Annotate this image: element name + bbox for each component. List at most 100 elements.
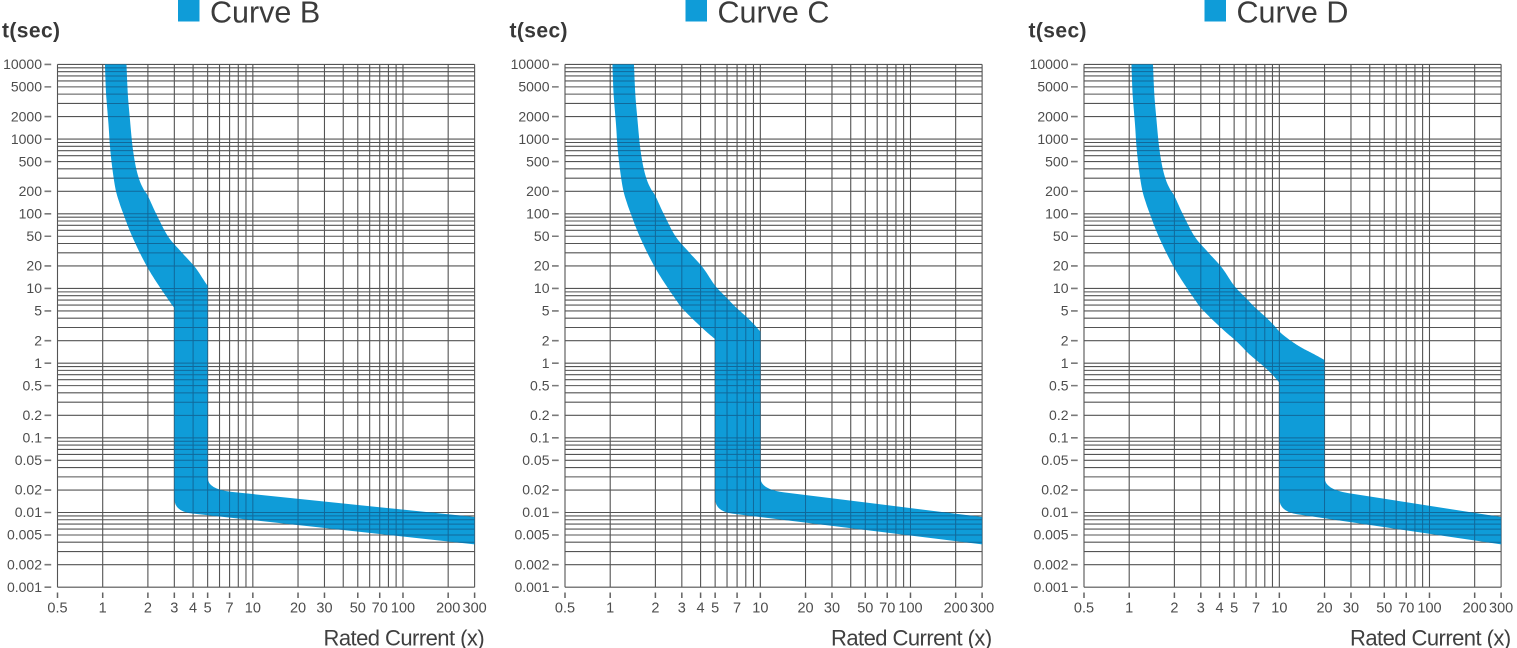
svg-text:0.02: 0.02 bbox=[522, 482, 549, 498]
svg-text:20: 20 bbox=[534, 258, 550, 274]
svg-text:4: 4 bbox=[189, 601, 197, 617]
svg-text:0.5: 0.5 bbox=[23, 377, 43, 393]
svg-text:10: 10 bbox=[26, 280, 42, 296]
svg-text:2000: 2000 bbox=[1037, 108, 1068, 124]
svg-text:0.2: 0.2 bbox=[1049, 407, 1069, 423]
svg-text:100: 100 bbox=[898, 601, 922, 617]
svg-text:20: 20 bbox=[797, 601, 813, 617]
svg-text:4: 4 bbox=[697, 601, 705, 617]
svg-text:100: 100 bbox=[19, 205, 43, 221]
svg-text:t(sec): t(sec) bbox=[510, 20, 568, 43]
svg-text:3: 3 bbox=[678, 601, 686, 617]
svg-text:0.2: 0.2 bbox=[530, 407, 550, 423]
svg-text:0.5: 0.5 bbox=[47, 601, 67, 617]
svg-text:7: 7 bbox=[1252, 601, 1260, 617]
svg-text:7: 7 bbox=[733, 601, 741, 617]
svg-text:20: 20 bbox=[1053, 258, 1069, 274]
svg-text:0.001: 0.001 bbox=[514, 579, 549, 595]
svg-text:30: 30 bbox=[824, 601, 840, 617]
svg-text:10: 10 bbox=[534, 280, 550, 296]
svg-text:200: 200 bbox=[1463, 601, 1487, 617]
svg-text:0.5: 0.5 bbox=[1049, 377, 1069, 393]
svg-text:1: 1 bbox=[606, 601, 614, 617]
svg-text:2000: 2000 bbox=[11, 108, 42, 124]
svg-text:200: 200 bbox=[1045, 183, 1069, 199]
svg-text:50: 50 bbox=[1376, 601, 1392, 617]
svg-text:t(sec): t(sec) bbox=[2, 20, 60, 43]
svg-text:200: 200 bbox=[19, 183, 43, 199]
svg-text:20: 20 bbox=[290, 601, 306, 617]
svg-text:10000: 10000 bbox=[511, 56, 550, 72]
svg-text:4: 4 bbox=[1216, 601, 1224, 617]
svg-text:0.002: 0.002 bbox=[514, 556, 549, 572]
svg-text:10000: 10000 bbox=[1030, 56, 1069, 72]
svg-text:Curve C: Curve C bbox=[718, 0, 830, 30]
svg-text:10: 10 bbox=[752, 601, 768, 617]
svg-text:2: 2 bbox=[1170, 601, 1178, 617]
svg-text:100: 100 bbox=[391, 601, 415, 617]
svg-text:0.002: 0.002 bbox=[7, 556, 42, 572]
svg-text:0.005: 0.005 bbox=[514, 527, 549, 543]
svg-text:70: 70 bbox=[372, 601, 388, 617]
svg-text:5: 5 bbox=[711, 601, 719, 617]
svg-text:Rated Current (x): Rated Current (x) bbox=[1350, 626, 1511, 648]
svg-text:0.005: 0.005 bbox=[7, 527, 42, 543]
svg-text:200: 200 bbox=[944, 601, 968, 617]
svg-text:70: 70 bbox=[879, 601, 895, 617]
svg-text:5: 5 bbox=[1061, 303, 1069, 319]
svg-text:300: 300 bbox=[1489, 601, 1513, 617]
svg-text:0.1: 0.1 bbox=[530, 430, 550, 446]
svg-text:Rated Current (x): Rated Current (x) bbox=[831, 626, 992, 648]
svg-text:5: 5 bbox=[34, 303, 42, 319]
svg-text:1: 1 bbox=[34, 355, 42, 371]
svg-text:500: 500 bbox=[526, 153, 550, 169]
svg-text:2: 2 bbox=[34, 332, 42, 348]
svg-text:50: 50 bbox=[350, 601, 366, 617]
svg-text:10: 10 bbox=[1053, 280, 1069, 296]
svg-text:Curve D: Curve D bbox=[1237, 0, 1349, 30]
svg-text:5000: 5000 bbox=[518, 79, 549, 95]
svg-text:0.01: 0.01 bbox=[15, 504, 42, 520]
svg-text:500: 500 bbox=[1045, 153, 1069, 169]
svg-text:300: 300 bbox=[970, 601, 994, 617]
svg-text:1: 1 bbox=[1061, 355, 1069, 371]
svg-text:200: 200 bbox=[436, 601, 460, 617]
svg-text:10: 10 bbox=[1271, 601, 1287, 617]
svg-text:100: 100 bbox=[1417, 601, 1441, 617]
svg-text:2: 2 bbox=[542, 332, 550, 348]
svg-text:0.01: 0.01 bbox=[522, 504, 549, 520]
svg-text:5: 5 bbox=[542, 303, 550, 319]
svg-text:1: 1 bbox=[99, 601, 107, 617]
svg-text:30: 30 bbox=[316, 601, 332, 617]
svg-text:5000: 5000 bbox=[1037, 79, 1068, 95]
svg-text:0.01: 0.01 bbox=[1041, 504, 1068, 520]
svg-text:100: 100 bbox=[1045, 205, 1069, 221]
svg-text:3: 3 bbox=[170, 601, 178, 617]
svg-text:7: 7 bbox=[226, 601, 234, 617]
svg-text:0.05: 0.05 bbox=[15, 452, 42, 468]
svg-text:3: 3 bbox=[1197, 601, 1205, 617]
svg-text:500: 500 bbox=[19, 153, 43, 169]
svg-text:0.5: 0.5 bbox=[1074, 601, 1094, 617]
svg-text:0.05: 0.05 bbox=[522, 452, 549, 468]
svg-text:10: 10 bbox=[245, 601, 261, 617]
svg-text:5: 5 bbox=[1230, 601, 1238, 617]
svg-text:2: 2 bbox=[1061, 332, 1069, 348]
svg-text:20: 20 bbox=[1316, 601, 1332, 617]
svg-text:0.5: 0.5 bbox=[530, 377, 550, 393]
svg-text:0.001: 0.001 bbox=[1033, 579, 1068, 595]
svg-text:1000: 1000 bbox=[518, 131, 549, 147]
svg-text:2: 2 bbox=[651, 601, 659, 617]
svg-text:0.1: 0.1 bbox=[1049, 430, 1069, 446]
svg-text:0.005: 0.005 bbox=[1033, 527, 1068, 543]
svg-text:2: 2 bbox=[144, 601, 152, 617]
svg-text:0.02: 0.02 bbox=[1041, 482, 1068, 498]
svg-text:1000: 1000 bbox=[1037, 131, 1068, 147]
svg-text:100: 100 bbox=[526, 205, 550, 221]
svg-text:1000: 1000 bbox=[11, 131, 42, 147]
svg-text:0.001: 0.001 bbox=[7, 579, 42, 595]
svg-text:30: 30 bbox=[1343, 601, 1359, 617]
svg-text:1: 1 bbox=[1125, 601, 1133, 617]
svg-text:t(sec): t(sec) bbox=[1029, 20, 1087, 43]
svg-text:50: 50 bbox=[1053, 228, 1069, 244]
